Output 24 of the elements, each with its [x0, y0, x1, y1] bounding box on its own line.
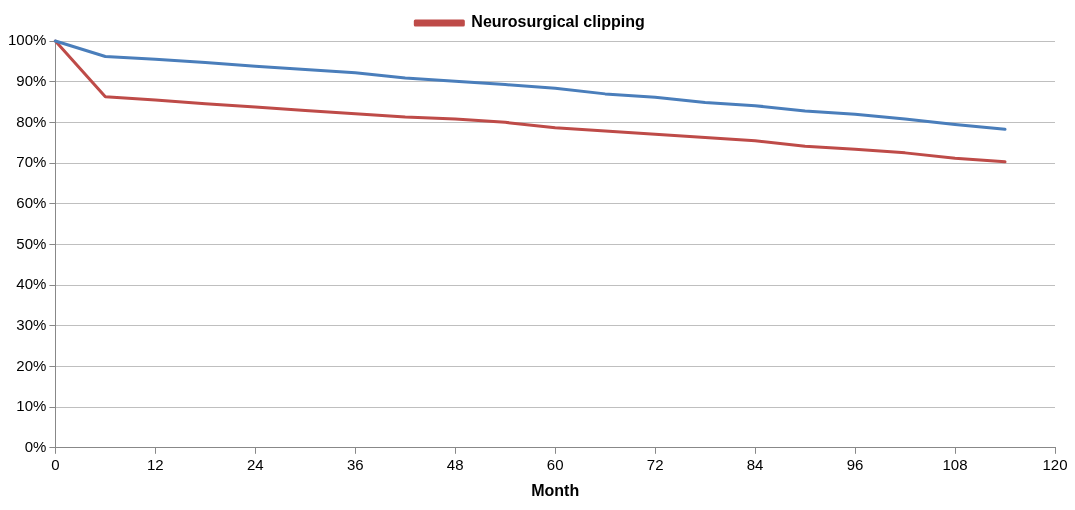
x-axis-title: Month [531, 481, 580, 499]
y-tick-label: 90% [16, 71, 47, 89]
x-tick-label: 60 [546, 455, 564, 473]
x-tick-label: 96 [846, 455, 864, 473]
y-tick-label: 70% [16, 153, 47, 171]
x-tick-label: 72 [646, 455, 664, 473]
y-tick-label: 100% [7, 31, 47, 49]
x-tick-label: 36 [346, 455, 364, 473]
x-tick-label: 48 [446, 455, 464, 473]
x-tick-label: 0 [51, 455, 60, 473]
x-tick-label: 108 [942, 455, 968, 473]
x-tick-label: 84 [746, 455, 764, 473]
x-tick-label: 120 [1042, 455, 1068, 473]
x-tick-label: 12 [146, 455, 164, 473]
y-tick-label: 80% [16, 112, 47, 130]
y-tick-label: 10% [16, 397, 47, 415]
y-tick-label: 60% [16, 193, 47, 211]
legend-label: Neurosurgical clipping [471, 13, 645, 31]
y-tick-label: 0% [24, 437, 47, 455]
x-tick-label: 24 [246, 455, 264, 473]
y-tick-label: 30% [16, 315, 47, 333]
y-tick-label: 40% [16, 275, 47, 293]
y-tick-label: 20% [16, 356, 47, 374]
y-tick-label: 50% [16, 234, 47, 252]
